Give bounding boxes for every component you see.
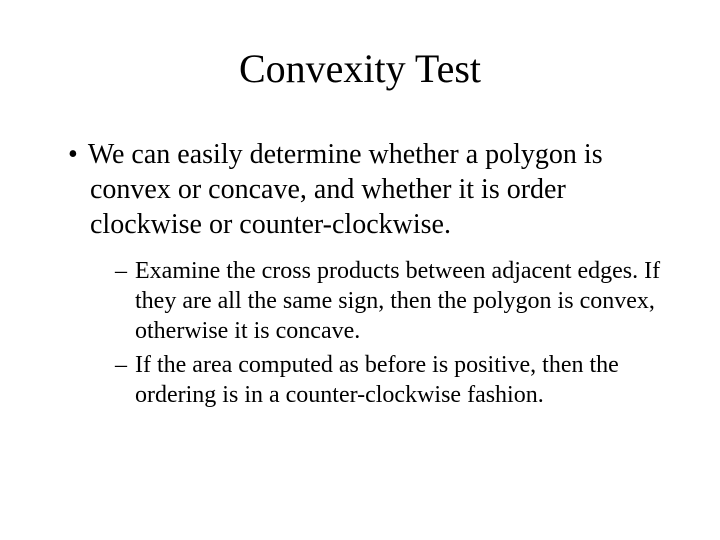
slide-container: Convexity Test We can easily determine w… (0, 0, 720, 540)
bullet-text: If the area computed as before is positi… (135, 352, 619, 408)
slide-body: We can easily determine whether a polygo… (55, 137, 665, 410)
bullet-text: Examine the cross products between adjac… (135, 258, 660, 344)
bullet-level2: Examine the cross products between adjac… (135, 256, 665, 346)
bullet-level1: We can easily determine whether a polygo… (90, 137, 665, 242)
bullet-text: We can easily determine whether a polygo… (88, 139, 603, 240)
slide-title: Convexity Test (55, 45, 665, 92)
bullet-level2: If the area computed as before is positi… (135, 350, 665, 410)
